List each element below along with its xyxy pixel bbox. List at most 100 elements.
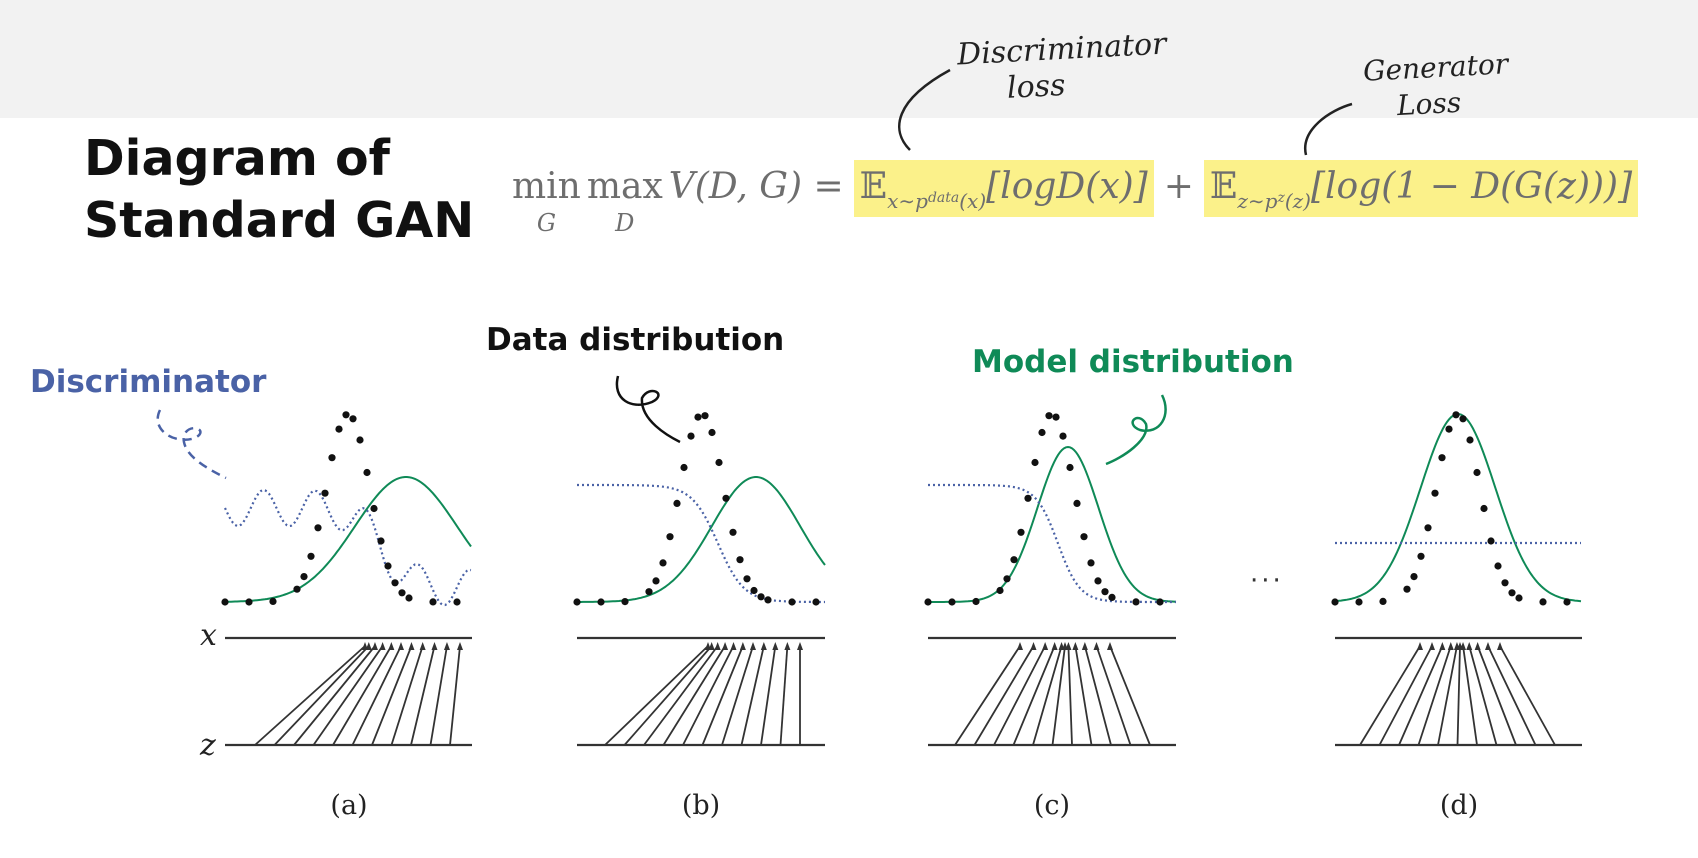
data-distribution-point: [370, 504, 378, 513]
data-distribution-point: [757, 593, 765, 601]
data-distribution-point: [1108, 593, 1116, 602]
panel-a: [221, 411, 472, 747]
data-distribution-point: [363, 468, 371, 477]
mapping-arrowhead: [739, 642, 746, 650]
data-distribution-point: [314, 524, 322, 532]
data-distribution-point: [221, 598, 229, 606]
data-distribution-point: [597, 598, 605, 606]
panels-root: [221, 411, 1582, 747]
mapping-arrowhead: [1093, 642, 1100, 650]
mapping-arrow: [740, 645, 765, 746]
mapping-arrowhead: [760, 642, 767, 650]
mapping-arrow: [293, 645, 376, 746]
mapping-arrowhead: [1051, 642, 1058, 650]
mapping-arrowhead: [708, 642, 715, 650]
data-distribution-point: [1494, 562, 1502, 570]
mapping-arrowhead: [1447, 642, 1454, 650]
mapping-arrowhead: [419, 642, 426, 650]
data-distribution-point: [722, 494, 730, 502]
z-axis-label: z: [200, 728, 216, 763]
mapping-arrowhead: [784, 642, 791, 650]
data-distribution-point: [1417, 552, 1425, 560]
data-distribution-point: [687, 432, 695, 440]
mapping-arrowhead: [443, 642, 450, 650]
gen-loss-arrow: [1303, 102, 1353, 156]
mapping-arrow: [643, 645, 719, 746]
data-distribution-point: [245, 598, 253, 606]
mapping-arrowhead: [1017, 642, 1023, 650]
data-distribution-point: [1045, 412, 1053, 420]
data-distribution-point: [398, 589, 406, 597]
discriminator-term: 𝔼x∼pdata(x)[logD(x)]: [853, 160, 1154, 217]
page-title: Diagram of Standard GAN: [84, 128, 474, 252]
data-distribution-point: [1445, 425, 1453, 433]
mapping-arrowhead: [1466, 642, 1473, 650]
mapping-arrow: [1095, 645, 1132, 746]
data-distribution-point: [321, 489, 329, 497]
data-distribution-point: [659, 559, 667, 567]
data-distribution-point: [1038, 428, 1046, 437]
mapping-arrow: [1067, 645, 1073, 746]
mapping-arrowhead: [730, 642, 737, 650]
model-label-pointer: [1105, 394, 1167, 466]
data-distribution-point: [621, 598, 629, 606]
discriminator-label: Discriminator: [30, 364, 267, 400]
data-distribution-point: [1024, 494, 1032, 502]
mapping-arrow: [1417, 645, 1452, 746]
data-distribution-point: [645, 588, 653, 596]
mapping-arrowhead: [714, 642, 721, 650]
data-distribution-point: [1052, 413, 1060, 421]
data-distribution-point: [1480, 504, 1488, 513]
title-line-1: Diagram of: [84, 130, 390, 187]
data-distribution-point: [1059, 432, 1067, 440]
data-distribution-point: [1424, 524, 1432, 532]
caption-c: (c): [1033, 790, 1071, 821]
data-distribution-point: [680, 463, 688, 472]
data-distribution-point: [729, 528, 737, 536]
ellipsis: ···: [1250, 566, 1284, 596]
mapping-arrow: [1437, 645, 1458, 746]
data-distribution-point: [1379, 597, 1387, 606]
mapping-arrow: [954, 645, 1021, 746]
data-distribution-point: [788, 598, 796, 606]
mapping-arrowhead: [1065, 642, 1072, 650]
data-distribution-point: [1403, 585, 1411, 593]
mapping-arrow: [721, 645, 754, 746]
mapping-arrowhead: [1497, 642, 1503, 650]
mapping-arrow: [604, 645, 709, 746]
data-distribution-point: [1515, 594, 1523, 602]
caption-a: (a): [330, 790, 368, 821]
data-distribution-point: [694, 413, 702, 421]
data-distribution-point: [701, 412, 709, 420]
mapping-arrow: [1051, 645, 1066, 746]
mapping-arrowhead: [772, 642, 779, 650]
discriminator-curve: [928, 483, 1176, 604]
x-axis-label: x: [200, 618, 217, 653]
data-distribution-point: [1087, 559, 1095, 567]
data-distribution-point: [1132, 598, 1140, 606]
data-distribution-point: [1539, 598, 1547, 606]
data-distribution-point: [1101, 588, 1109, 596]
data-distribution-point: [1452, 411, 1460, 419]
mapping-arrow: [371, 645, 413, 746]
max-operator: max D: [586, 166, 663, 237]
mapping-arrowhead: [1042, 642, 1049, 650]
data-distribution-point: [300, 573, 308, 581]
mapping-arrow: [1032, 645, 1063, 746]
data-distribution-point: [573, 598, 581, 606]
mapping-arrow: [993, 645, 1046, 746]
data-distribution-point: [429, 598, 437, 606]
mapping-arrowhead: [457, 642, 463, 650]
data-distribution-point: [453, 598, 461, 606]
caption-b: (b): [681, 790, 721, 821]
mapping-arrow: [682, 645, 735, 746]
data-distribution-point: [1473, 468, 1481, 477]
model-distribution-curve: [577, 476, 826, 603]
mapping-arrow: [254, 645, 366, 746]
mapping-arrow: [973, 645, 1035, 746]
data-distribution-point: [1438, 454, 1446, 462]
data-distribution-point: [996, 586, 1004, 595]
mapping-arrowhead: [797, 642, 803, 650]
mapping-arrow: [623, 645, 713, 746]
data-distribution-point: [1331, 598, 1339, 606]
